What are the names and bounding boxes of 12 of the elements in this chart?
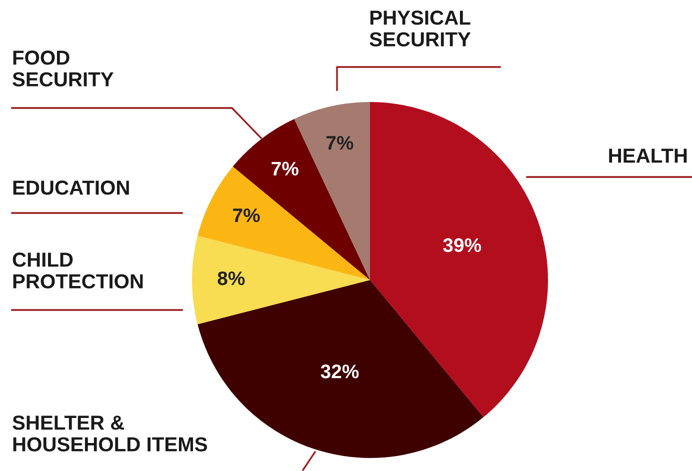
data-label: 7%	[233, 208, 260, 222]
data-label: 39%	[443, 238, 482, 252]
slice-label: HEALTH	[609, 148, 687, 163]
slice-label: SHELTER & HOUSEHOLD ITEMS	[12, 416, 208, 452]
slice-label: PHYSICAL SECURITY	[370, 10, 471, 46]
data-label: 7%	[272, 162, 298, 176]
slice-label: EDUCATION	[13, 180, 129, 195]
slice-label: CHILD PROTECTION	[12, 252, 143, 288]
data-label: 32%	[320, 364, 359, 378]
slice-label: FOOD SECURITY	[12, 50, 114, 86]
data-label: 8%	[218, 271, 245, 286]
data-label: 7%	[326, 136, 354, 150]
